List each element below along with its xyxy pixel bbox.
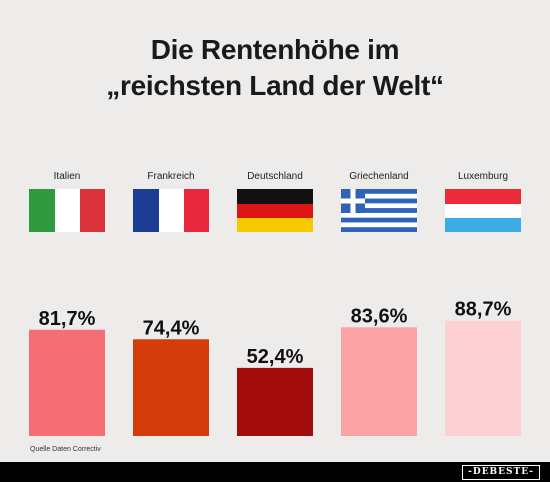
flag-france-stripe-2 (159, 189, 184, 232)
flag-luxembourg-stripe-2 (445, 204, 521, 218)
chart-title: Die Rentenhöhe im „reichsten Land der We… (0, 32, 550, 104)
flag-france-stripe-3 (184, 189, 209, 232)
watermark-text: DEBESTE (472, 467, 530, 477)
bar-value-label-italien: 81,7% (39, 308, 96, 330)
bar-italien (29, 329, 105, 436)
watermark-badge: -DEBESTE- (462, 465, 540, 480)
flag-france-stripe-1 (133, 189, 159, 232)
flag-luxembourg-stripe-3 (445, 218, 521, 232)
flag-greece-stripe (341, 189, 417, 194)
flag-germany-stripe-2 (237, 204, 313, 218)
flag-germany-icon (237, 189, 313, 232)
flag-france-icon (133, 189, 209, 232)
bar-griechenland (341, 327, 417, 436)
flag-germany-stripe-1 (237, 189, 313, 204)
country-label-deutschland: Deutschland (247, 171, 303, 182)
flag-greece-stripe (341, 217, 417, 223)
bar-value-label-frankreich: 74,4% (143, 317, 200, 339)
chart-title-line-2: „reichsten Land der Welt“ (106, 70, 444, 101)
flag-germany-stripe-3 (237, 218, 313, 232)
bar-value-label-luxemburg: 88,7% (455, 299, 512, 321)
country-label-frankreich: Frankreich (147, 171, 195, 182)
bar-luxemburg (445, 320, 521, 436)
bar-chart: 81,7% 74,4% 52,4% 83,6% 88,7% (29, 299, 521, 436)
flag-italy-stripe-2 (55, 189, 80, 232)
flag-greece-stripe (341, 198, 417, 204)
flag-italy-stripe-3 (80, 189, 105, 232)
bar-value-label-griechenland: 83,6% (351, 305, 408, 327)
infographic-canvas: Die Rentenhöhe im „reichsten Land der We… (0, 0, 550, 462)
bar-deutschland (237, 367, 313, 436)
bar-frankreich (133, 339, 209, 436)
flag-luxembourg-icon (445, 189, 521, 232)
flag-greece-stripe (341, 227, 417, 232)
flag-greece-icon (341, 189, 417, 232)
source-note: Quelle Daten Correctiv (30, 446, 101, 453)
country-label-griechenland: Griechenland (349, 171, 409, 182)
flag-greece-graphic (341, 189, 417, 232)
country-label-luxemburg: Luxemburg (457, 171, 509, 182)
bar-value-label-deutschland: 52,4% (247, 346, 304, 368)
flag-italy-stripe-1 (29, 189, 55, 232)
country-label-italien: Italien (53, 171, 81, 182)
flag-greece-stripe (341, 208, 417, 213)
flag-luxembourg-stripe-1 (445, 189, 521, 204)
flag-greece-cross-vertical (350, 189, 356, 213)
chart-title-line-1: Die Rentenhöhe im (150, 34, 400, 65)
flag-italy-icon (29, 189, 105, 232)
